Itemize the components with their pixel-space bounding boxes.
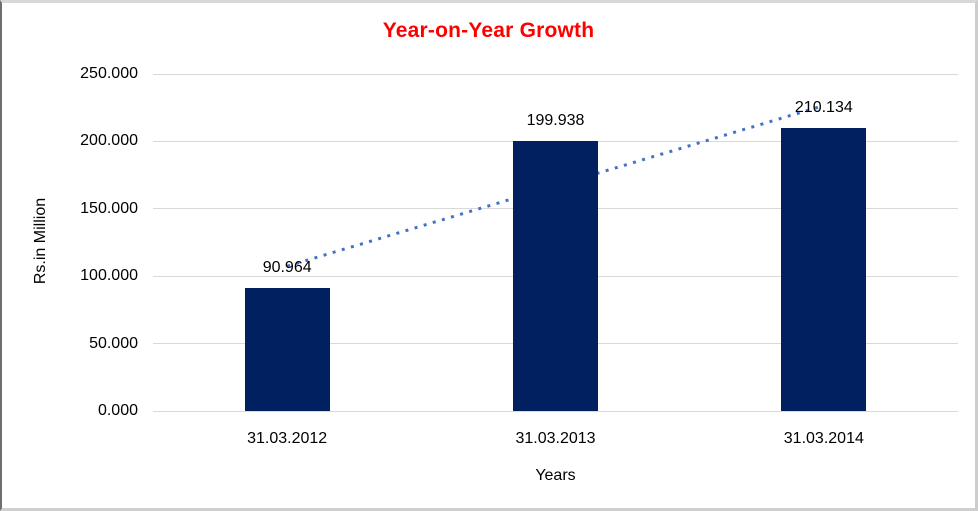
y-tick-label: 250.000	[80, 65, 138, 82]
chart-title: Year-on-Year Growth	[382, 19, 595, 42]
trendline	[286, 104, 825, 268]
plot-area: 90.964 199.938 210.134	[153, 73, 958, 412]
y-tick-label: 50.000	[89, 334, 138, 352]
x-tick-label: 31.03.2013	[515, 430, 596, 447]
x-tick-label: 31.03.2012	[247, 430, 328, 447]
bar	[244, 288, 330, 411]
x-axis-title: Years	[535, 467, 576, 484]
y-tick-label: 100.000	[80, 267, 138, 285]
data-label: 90.964	[262, 259, 312, 277]
gridline	[153, 140, 958, 142]
bar	[513, 141, 598, 411]
gridline	[153, 410, 958, 412]
data-label: 210.134	[794, 98, 853, 116]
y-tick-label: 0.000	[97, 402, 138, 419]
bar	[781, 127, 867, 411]
y-tick-label: 200.000	[80, 132, 138, 150]
y-tick-label: 150.000	[80, 199, 138, 217]
gridline	[153, 73, 958, 75]
x-tick-label: 31.03.2014	[783, 430, 864, 447]
data-label: 199.938	[526, 112, 585, 130]
